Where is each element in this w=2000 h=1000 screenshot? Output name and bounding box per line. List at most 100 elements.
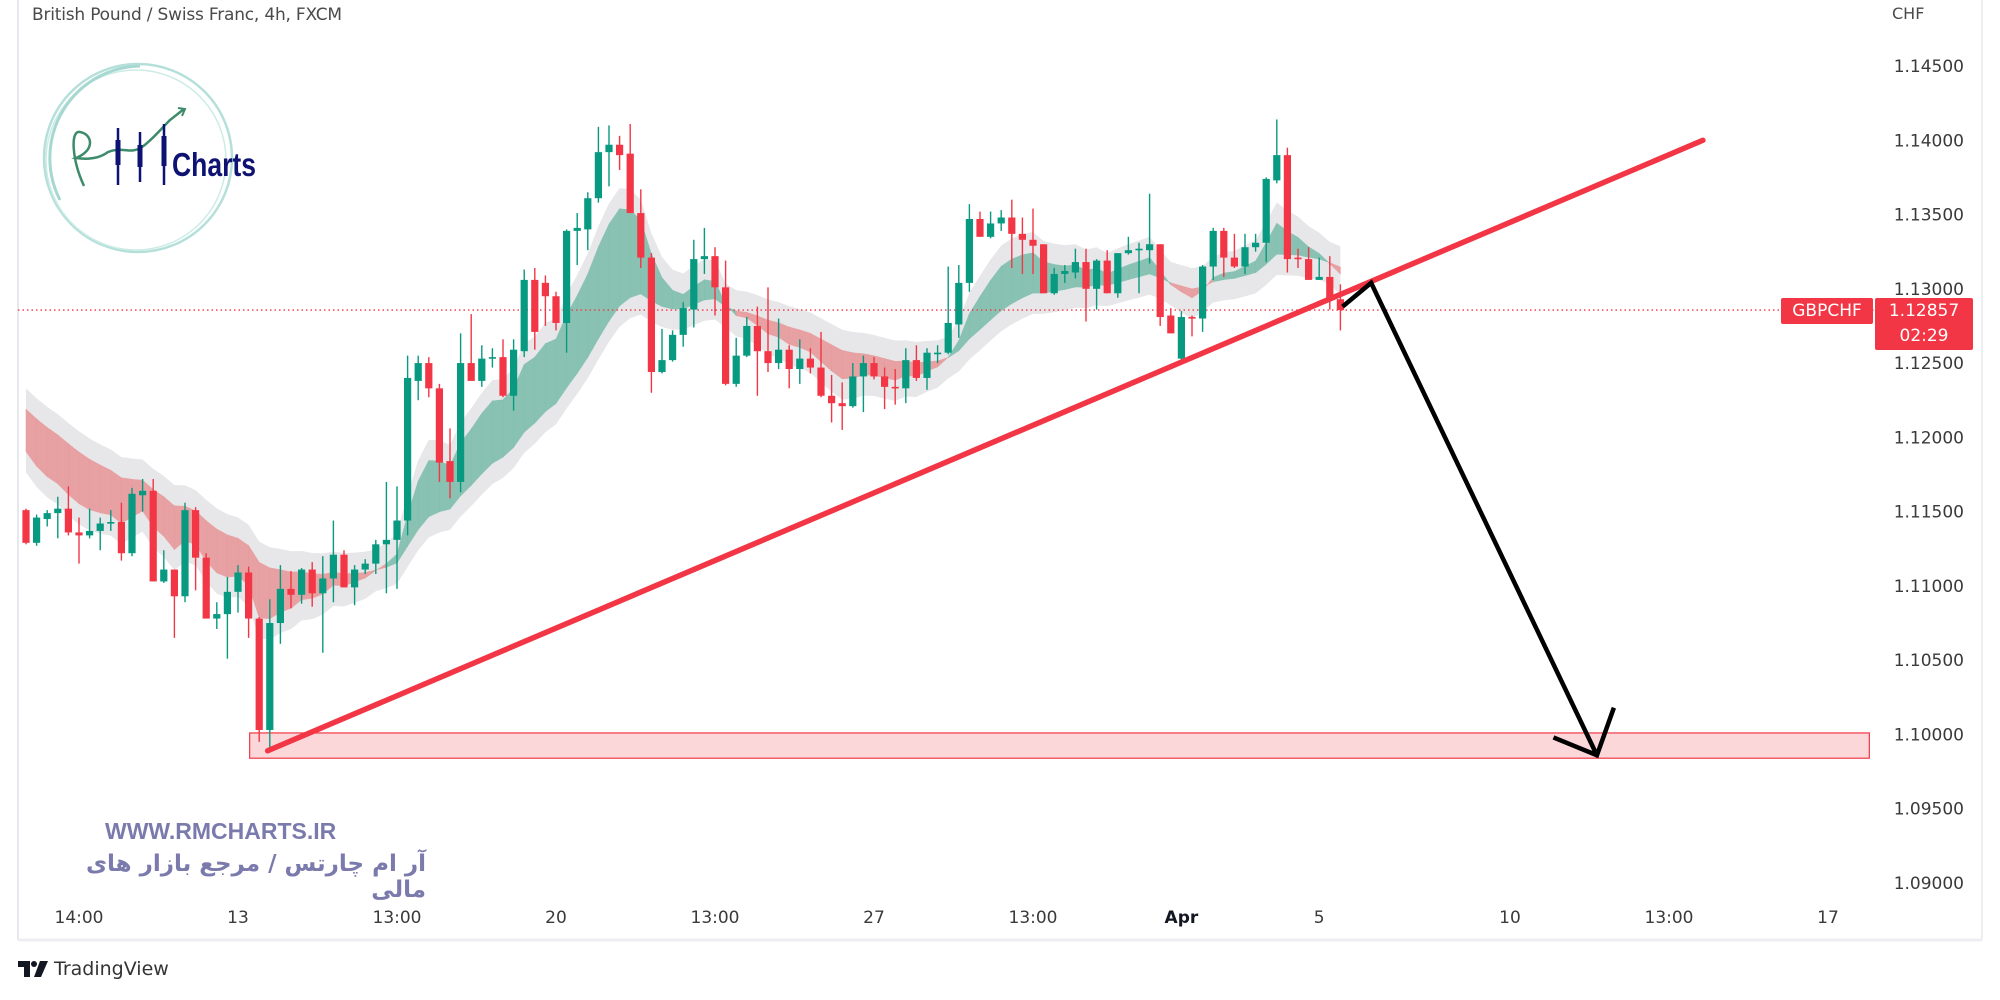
candle-body <box>541 282 549 297</box>
support-zone-rect[interactable] <box>249 732 1870 759</box>
forecast-arrow[interactable] <box>1341 279 1616 759</box>
candle <box>1177 311 1185 361</box>
candle <box>245 566 253 638</box>
candle <box>223 576 231 659</box>
candle <box>160 550 168 583</box>
candle <box>817 331 825 398</box>
candle-body <box>1188 317 1196 319</box>
candle-body <box>923 352 931 378</box>
candle <box>488 348 496 368</box>
candle <box>1103 250 1111 294</box>
candle-body <box>298 569 306 595</box>
time-tick-label: 14:00 <box>55 908 104 928</box>
candle <box>1124 236 1132 255</box>
ribbon-segment <box>534 342 546 424</box>
candle-body <box>1082 262 1090 289</box>
candle-body <box>764 351 772 364</box>
price-axis[interactable]: 1.14500 1.14000 1.13500 1.13000 1.12500 1.120… <box>1894 57 1964 894</box>
candle-body <box>658 360 666 372</box>
candle <box>43 510 51 527</box>
candle <box>425 357 433 398</box>
candle-body <box>965 218 973 283</box>
candle-body <box>404 377 412 521</box>
candle-body <box>43 513 51 520</box>
ribbon-segment <box>608 207 620 322</box>
candle <box>753 306 761 396</box>
candle <box>796 339 804 384</box>
ribbon-segment <box>68 443 80 505</box>
candle-body <box>976 218 984 237</box>
tradingview-brand[interactable]: TradingView <box>18 958 169 980</box>
price-tick-label: 1.09500 <box>1894 800 1964 820</box>
candle-body <box>308 569 316 594</box>
candle-body <box>520 279 528 352</box>
candle <box>435 383 443 482</box>
candle <box>743 317 751 358</box>
chart-frame <box>17 0 1983 942</box>
ribbon-segment <box>492 399 504 464</box>
candle <box>838 382 846 430</box>
time-tick-label: Apr <box>1165 908 1199 928</box>
candle <box>912 345 920 381</box>
candle-body <box>1040 244 1048 294</box>
candle <box>1082 248 1090 322</box>
candle-body <box>1209 230 1217 267</box>
candle <box>764 287 772 372</box>
candle-body <box>669 334 677 361</box>
candle-body <box>276 588 284 624</box>
candle-body <box>202 557 210 619</box>
candle <box>584 192 592 251</box>
candle <box>955 265 963 338</box>
candle-body <box>107 522 115 524</box>
trendline-segment[interactable] <box>264 137 1706 754</box>
price-tick-label: 1.11000 <box>1894 577 1964 597</box>
candle <box>276 565 284 644</box>
trendline[interactable] <box>264 137 1706 754</box>
ribbon-segment <box>788 326 801 348</box>
candle-body <box>510 349 518 396</box>
candle <box>149 478 157 582</box>
candle-body <box>987 223 995 237</box>
candle-body <box>997 217 1005 224</box>
candle <box>1071 248 1079 279</box>
candle-body <box>1093 260 1101 289</box>
candle <box>499 339 507 398</box>
candle <box>96 517 104 551</box>
candle-body <box>1273 155 1281 181</box>
arrow-shaft[interactable] <box>1341 279 1599 757</box>
candle <box>361 559 369 575</box>
candle <box>1029 208 1037 274</box>
watermark-tagline: آر ام چارتس / مرجع بازار های مالی <box>85 851 426 903</box>
candle-body <box>1135 248 1143 251</box>
support-zone[interactable] <box>249 732 1870 759</box>
candle-body <box>1230 257 1238 267</box>
candle-body <box>944 322 952 353</box>
price-tick-label: 1.11500 <box>1894 503 1964 523</box>
candle <box>605 125 613 187</box>
ribbon-segment <box>502 387 514 458</box>
candle-body <box>425 363 433 389</box>
candle-body <box>1315 276 1323 280</box>
time-tick-label: 13:00 <box>1009 908 1058 928</box>
arrow-head-icon[interactable] <box>1552 706 1616 759</box>
candle <box>531 268 539 350</box>
candle <box>1114 253 1122 298</box>
candle <box>658 328 666 374</box>
candle-body <box>488 357 496 359</box>
candle <box>478 345 486 387</box>
candle-body <box>912 360 920 378</box>
candle-body <box>531 279 539 332</box>
candle <box>1273 119 1281 184</box>
time-tick-label: 10 <box>1499 908 1521 928</box>
candle <box>1220 227 1228 277</box>
candle <box>679 302 687 347</box>
ribbon-segment <box>258 561 271 620</box>
time-tick-label: 27 <box>863 908 885 928</box>
last-price-value: 1.12857 <box>1888 301 1960 321</box>
ribbon-segment <box>1022 252 1034 299</box>
price-tick-label: 1.10500 <box>1894 651 1964 671</box>
candle <box>563 229 571 353</box>
ribbon-segment <box>99 464 112 516</box>
time-axis[interactable]: 14:00 13 13:00 20 13:00 27 13:00 Apr 5 10 13:00 17 <box>55 908 1839 928</box>
